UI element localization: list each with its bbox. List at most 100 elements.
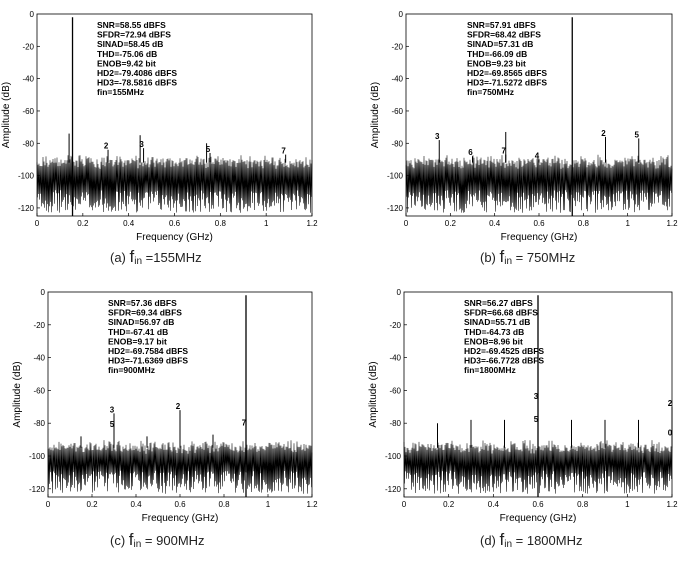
y-tick-label: -40 (391, 75, 403, 84)
stats-line: SFDR=68.42 dBFS (467, 30, 541, 40)
caption-prefix: (d) (480, 533, 500, 548)
noise-floor-trace (405, 154, 673, 213)
caption-f: f (129, 530, 134, 549)
caption-f: f (500, 530, 505, 549)
stats-line: THD=-64.73 dB (464, 327, 524, 337)
x-tick-label: 0.8 (218, 500, 230, 509)
harmonic-label: 4 (535, 151, 540, 160)
x-tick-label: 0.2 (443, 500, 455, 509)
x-tick-label: 0.8 (577, 500, 589, 509)
caption-sub: in (134, 256, 142, 267)
harmonic-label: 0 (668, 428, 673, 437)
x-tick-label: 0 (46, 500, 51, 509)
y-tick-label: -80 (389, 419, 401, 428)
caption-prefix: (a) (110, 250, 130, 265)
harmonic-label: 3 (435, 132, 440, 141)
x-tick-label: 0.6 (532, 500, 544, 509)
stats-line: HD2=-69.4525 dBFS (464, 346, 544, 356)
spectrum-panel-b: 3 6 7 4 2 5 0 0.2 0.4 0.6 0.8 1 1.2 -20 -40 -60 -80 -100 -… (370, 10, 678, 267)
x-tick-label: 0.6 (174, 500, 186, 509)
stats-line: SNR=58.55 dBFS (97, 20, 166, 30)
y-tick-label: -60 (389, 386, 401, 395)
y-axis-label: Amplitude (dB) (12, 361, 23, 427)
stats-line: SINAD=55.71 dB (464, 317, 530, 327)
plot-frame (405, 13, 673, 217)
harmonic-label: 5 (635, 130, 640, 139)
y-tick-label: -120 (385, 485, 402, 494)
noise-floor-trace (36, 155, 313, 213)
stats-line: SINAD=57.31 dB (467, 39, 533, 49)
stats-line: HD2=-79.4086 dBFS (97, 68, 177, 78)
caption-prefix: (c) (110, 533, 129, 548)
stats-line: SFDR=69.34 dBFS (108, 308, 182, 318)
y-tick-label: -60 (22, 107, 34, 116)
y-tick-label: -80 (33, 419, 45, 428)
stats-line: fin=900MHz (108, 365, 155, 375)
caption-f: f (500, 247, 505, 266)
caption-sub: in (504, 539, 512, 550)
stats-line: THD=-66.09 dB (467, 49, 527, 59)
x-tick-label: 0.6 (169, 219, 181, 228)
spectrum-panel-d: 3 5 2 0 0 0.2 0.4 0.6 0.8 1 1.2 -20 -40 -60 -80 -100 -12… (368, 288, 678, 550)
harmonic-label: 7 (502, 147, 507, 156)
y-tick-label: -60 (391, 107, 403, 116)
spectrum-panel-c: 3 5 2 7 0 0.2 0.4 0.6 0.8 1 1.2 -20 -40 -60 -80 -100 -12… (12, 288, 318, 550)
spectrum-panel-a: 2 3 5 7 0 0.2 0.4 0.6 0.8 1 1.2 -20 -40 -60 -80 -100 -12… (1, 10, 318, 267)
caption-rest: = 900MHz (141, 533, 204, 548)
stats-line: THD=-67.41 dB (108, 327, 168, 337)
x-tick-label: 0.4 (489, 219, 501, 228)
caption-sub: in (134, 539, 142, 550)
y-tick-label: -100 (385, 452, 402, 461)
harmonic-label: 3 (139, 140, 144, 149)
harmonic-label: 7 (242, 418, 247, 427)
x-tick-label: 0.2 (86, 500, 98, 509)
harmonic-label: 6 (468, 148, 473, 157)
caption-f: f (130, 247, 135, 266)
stats-line: HD3=-66.7728 dBFS (464, 356, 544, 366)
stats-line: fin=155MHz (97, 87, 144, 97)
y-tick-label: -20 (33, 321, 45, 330)
x-axis-label: Frequency (GHz) (142, 513, 219, 524)
caption-sub: in (504, 256, 512, 267)
x-axis-label: Frequency (GHz) (136, 232, 213, 243)
x-tick-label: 0.4 (123, 219, 135, 228)
x-tick-label: 1 (625, 500, 630, 509)
x-tick-label: 0 (404, 219, 409, 228)
panel-caption: (b) fin = 750MHz (480, 247, 575, 267)
y-tick-label: 0 (399, 10, 404, 19)
stats-line: ENOB=8.96 bit (464, 336, 523, 346)
panel-caption: (a) fin =155MHz (110, 247, 202, 267)
x-tick-label: 0.4 (488, 500, 500, 509)
panel-caption: (d) fin = 1800MHz (480, 530, 582, 550)
stats-line: ENOB=9.23 bit (467, 58, 526, 68)
stats-line: HD2=-69.8565 dBFS (467, 68, 547, 78)
x-axis-label: Frequency (GHz) (500, 513, 577, 524)
harmonic-label: 5 (534, 415, 539, 424)
y-tick-label: -100 (387, 172, 404, 181)
x-tick-label: 1 (625, 219, 630, 228)
x-tick-label: 0.8 (215, 219, 227, 228)
x-tick-label: 1 (266, 500, 271, 509)
harmonic-label: 2 (176, 402, 181, 411)
y-axis-label: Amplitude (dB) (368, 361, 379, 427)
y-tick-label: -100 (29, 452, 46, 461)
x-tick-label: 0.2 (445, 219, 457, 228)
stats-line: SNR=57.91 dBFS (467, 20, 536, 30)
x-tick-label: 0.8 (578, 219, 590, 228)
y-tick-label: -40 (22, 75, 34, 84)
stats-line: SINAD=58.45 dB (97, 39, 163, 49)
stats-line: HD3=-71.5272 dBFS (467, 78, 547, 88)
x-tick-label: 0 (35, 219, 40, 228)
y-axis-label: Amplitude (dB) (370, 82, 381, 148)
stats-line: fin=750MHz (467, 87, 514, 97)
x-tick-label: 0.2 (77, 219, 89, 228)
x-tick-label: 0 (402, 500, 407, 509)
x-tick-label: 0.6 (533, 219, 545, 228)
caption-rest: =155MHz (142, 250, 202, 265)
harmonic-label: 2 (104, 142, 109, 151)
y-tick-label: 0 (30, 10, 35, 19)
y-tick-label: -20 (389, 321, 401, 330)
stats-line: SFDR=72.94 dBFS (97, 30, 171, 40)
y-tick-label: -100 (18, 172, 35, 181)
